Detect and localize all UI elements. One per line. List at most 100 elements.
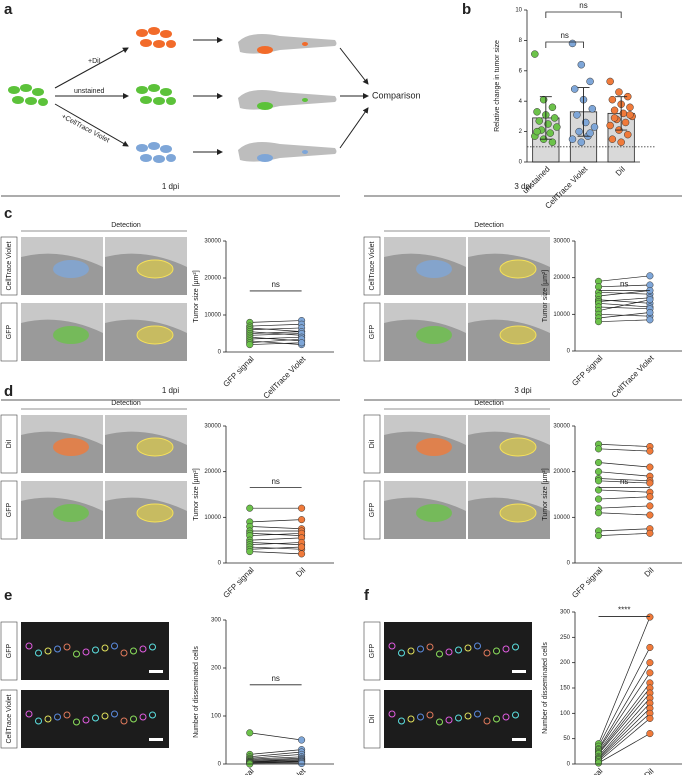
data-point <box>594 477 603 485</box>
channel-label: DiI <box>369 440 376 449</box>
cell-ring <box>474 710 481 718</box>
channel-label: GFP <box>6 643 13 658</box>
error-bar <box>577 87 590 137</box>
data-point <box>298 339 306 347</box>
channel-box <box>0 414 18 474</box>
data-point <box>646 529 654 537</box>
pair-line <box>598 708 651 760</box>
pair-line <box>598 489 650 493</box>
data-point <box>533 108 541 116</box>
data-point <box>531 50 539 58</box>
cell-ring <box>111 710 118 718</box>
arrow <box>54 103 129 147</box>
y-tick-label: 20000 <box>553 469 570 475</box>
cell-ring <box>101 644 109 652</box>
blue-cells <box>136 142 176 163</box>
data-point <box>646 730 654 738</box>
pair-line <box>249 532 302 536</box>
channel-label: GFP <box>369 502 376 517</box>
channel-box <box>363 621 381 681</box>
cell-ring <box>54 645 61 653</box>
x-tick-label: GFP signal <box>570 353 604 387</box>
data-point <box>535 117 543 125</box>
data-point <box>610 106 619 115</box>
cell-ring <box>512 643 519 651</box>
pair-line <box>598 647 651 747</box>
data-point <box>568 135 577 143</box>
data-point <box>594 495 603 503</box>
timepoint: 3 dpi <box>514 386 532 395</box>
segmentation <box>499 325 537 345</box>
data-point <box>573 111 581 119</box>
pair-line <box>249 327 302 331</box>
pair-line <box>249 331 302 334</box>
cell-ring <box>464 712 472 720</box>
cell-ring <box>25 642 33 650</box>
pair-line <box>598 692 651 755</box>
panel-label: a <box>4 1 13 18</box>
channel-label: CellTrace Violet <box>6 241 13 290</box>
detection-label: Detection <box>474 400 504 407</box>
channel-box <box>0 302 18 362</box>
y-axis-label: Tumor size [µm²] <box>542 270 549 322</box>
scale-bar <box>149 670 163 673</box>
tumor <box>53 504 89 522</box>
pair-line <box>598 687 651 754</box>
cell-ring <box>120 649 128 657</box>
pair-line <box>249 756 302 760</box>
detection-label: Detection <box>111 222 141 229</box>
x-tick-label: DiI <box>643 767 656 775</box>
channel-box <box>363 480 381 540</box>
y-axis-label: Tumor size [µm²] <box>542 468 549 520</box>
pair-line <box>249 336 302 340</box>
data-point <box>594 458 603 467</box>
pair-line <box>249 751 302 758</box>
y-tick-label: 200 <box>211 666 222 672</box>
y-tick-label: 300 <box>211 618 222 624</box>
cell-ring <box>417 713 424 721</box>
data-point <box>548 138 557 146</box>
cell-ring <box>426 711 434 719</box>
pair-line <box>598 297 650 302</box>
data-point <box>548 103 557 112</box>
pair-line <box>598 299 650 312</box>
segmentation <box>499 437 537 457</box>
y-tick-label: 100 <box>560 711 571 717</box>
data-point <box>594 509 603 517</box>
y-tick-label: 0 <box>218 762 222 768</box>
significance-label: ns <box>271 280 279 289</box>
y-tick-label: 8 <box>519 38 523 44</box>
data-point <box>594 532 603 540</box>
cell-ring <box>388 710 396 718</box>
data-point <box>606 77 614 86</box>
x-tick-label: DiI <box>294 566 307 579</box>
data-point <box>621 118 630 127</box>
cell-ring <box>426 643 434 651</box>
channel-label: DiI <box>369 715 376 724</box>
y-tick-label: 30000 <box>204 424 221 430</box>
data-point <box>646 296 654 304</box>
data-point <box>246 504 254 512</box>
channel-box <box>363 302 381 362</box>
pair-line <box>249 754 302 759</box>
channel-box <box>0 236 18 296</box>
segmentation <box>136 325 174 345</box>
pair-line <box>598 443 650 447</box>
data-point <box>575 127 583 136</box>
cell-ring <box>483 649 491 657</box>
pair-line <box>249 749 302 755</box>
pair-line <box>598 471 650 477</box>
pair-line <box>249 323 302 327</box>
cell-ring <box>82 648 90 656</box>
pair-line <box>249 760 302 763</box>
pair-line <box>249 761 302 763</box>
cell-ring <box>436 650 443 658</box>
pair-line <box>249 537 302 541</box>
pair-line <box>598 275 650 282</box>
pair-line <box>598 532 650 536</box>
tissue <box>468 237 550 267</box>
x-tick-label: GFP signal <box>221 766 255 775</box>
cell-ring <box>455 714 462 722</box>
data-point <box>553 123 561 131</box>
